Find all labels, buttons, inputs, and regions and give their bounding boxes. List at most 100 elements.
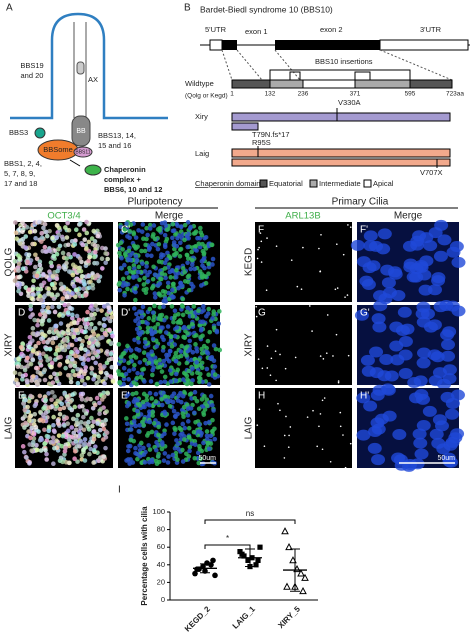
- cell: [151, 223, 157, 228]
- cell: [93, 303, 98, 308]
- cell: [25, 404, 30, 410]
- cell: [140, 319, 145, 325]
- cell: [167, 368, 173, 373]
- cell: [57, 363, 62, 368]
- cell: [97, 321, 102, 326]
- cell: [43, 249, 48, 254]
- cell: [159, 446, 165, 452]
- cell: [15, 381, 21, 386]
- cell: [120, 247, 125, 252]
- cell: [27, 415, 32, 420]
- cell: [68, 379, 74, 385]
- image-letter: E': [121, 391, 130, 402]
- cell: [49, 281, 55, 287]
- cell: [50, 380, 56, 385]
- cilium: [258, 246, 260, 249]
- cell: [22, 425, 27, 430]
- cell: [147, 447, 153, 452]
- nucleus: [412, 428, 427, 440]
- nucleus: [427, 284, 442, 296]
- cell: [104, 409, 109, 414]
- cell: [125, 286, 130, 292]
- cell: [30, 326, 36, 331]
- column-header: Merge: [394, 211, 423, 222]
- label: V330A: [338, 98, 361, 107]
- cell: [192, 395, 198, 401]
- cell: [65, 402, 71, 408]
- cell: [190, 402, 195, 408]
- cell: [119, 255, 124, 261]
- cell: [178, 246, 184, 252]
- cell: [75, 277, 81, 283]
- cilium: [263, 445, 266, 448]
- cell: [164, 227, 170, 232]
- bbs3: [34, 127, 46, 139]
- cell: [193, 419, 198, 425]
- cell: [71, 283, 77, 289]
- cell: [133, 445, 138, 451]
- cell: [203, 420, 208, 426]
- cell: [128, 222, 134, 227]
- cell: [92, 243, 98, 248]
- cell: [38, 266, 44, 271]
- nucleus: [377, 228, 392, 240]
- significance-bracket: [204, 519, 296, 524]
- nucleus: [367, 442, 382, 454]
- image-bg: [255, 388, 352, 468]
- cell: [105, 316, 111, 321]
- cell: [155, 246, 161, 252]
- label: (Qolg or Kegd): [185, 93, 228, 100]
- cell: [83, 347, 88, 353]
- cilium: [274, 350, 277, 352]
- cell: [185, 244, 191, 250]
- point: [208, 562, 214, 568]
- cell: [127, 229, 133, 234]
- cell: [125, 343, 130, 349]
- cilium: [320, 233, 322, 236]
- cell: [19, 364, 24, 370]
- cell: [84, 230, 90, 236]
- cell: [158, 293, 163, 298]
- cell: [16, 261, 22, 267]
- cilium: [318, 247, 320, 250]
- cell: [63, 338, 68, 343]
- cell: [117, 280, 122, 286]
- cell: [190, 366, 195, 371]
- cell: [70, 291, 75, 296]
- point: [283, 582, 291, 590]
- cell: [89, 415, 94, 421]
- cell: [146, 316, 152, 321]
- cell: [35, 369, 41, 375]
- cell: [163, 330, 169, 335]
- cell: [152, 236, 158, 242]
- cilium: [288, 434, 290, 437]
- cell: [189, 257, 195, 263]
- cell: [195, 450, 201, 456]
- cell: [173, 371, 179, 377]
- cell: [134, 274, 139, 279]
- cell: [108, 351, 114, 357]
- cell: [35, 322, 40, 328]
- cell: [127, 235, 132, 241]
- cell: [94, 260, 100, 266]
- nucleus: [431, 272, 446, 284]
- cell: [169, 344, 175, 349]
- cilium: [255, 315, 258, 318]
- cell: [175, 441, 181, 447]
- cell: [144, 264, 149, 269]
- cell: [137, 403, 142, 408]
- cilium: [259, 232, 262, 234]
- label: AX: [88, 75, 98, 84]
- cell: [53, 401, 58, 406]
- cell: [162, 289, 168, 295]
- cell: [185, 406, 191, 411]
- cell: [198, 283, 204, 288]
- nucleus: [381, 384, 396, 396]
- cell: [69, 349, 74, 355]
- legend-title: Chaperonin domains: [195, 179, 264, 188]
- cell: [26, 287, 32, 292]
- cell: [72, 363, 78, 369]
- cilium: [269, 374, 272, 376]
- cell: [184, 309, 190, 315]
- cell: [182, 237, 187, 243]
